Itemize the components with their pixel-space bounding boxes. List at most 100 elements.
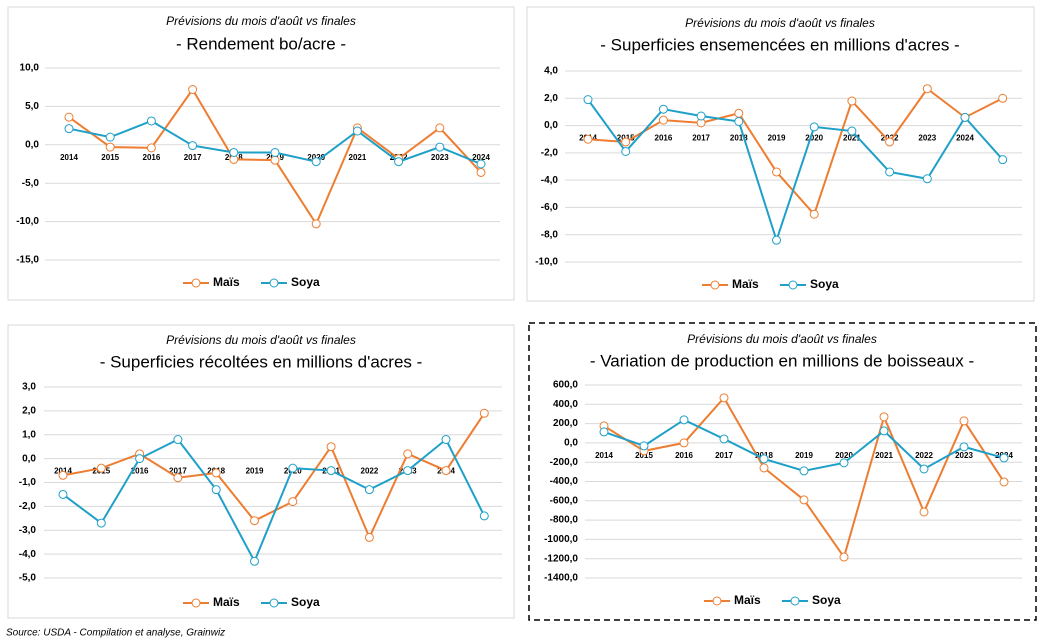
data-point (885, 137, 895, 147)
x-tick-label: 2014 (60, 153, 78, 162)
x-tick-label: 2021 (875, 451, 893, 460)
data-point (959, 442, 969, 452)
legend-marker (712, 596, 722, 606)
data-point (326, 442, 336, 452)
data-point (999, 453, 1009, 463)
data-point (719, 434, 729, 444)
chart-title: - Variation de production en millions de… (590, 351, 974, 370)
y-tick-label: -4,0 (19, 549, 37, 560)
x-tick-label: 2021 (843, 134, 861, 143)
data-point (105, 132, 115, 142)
data-point (188, 85, 198, 95)
data-point (772, 167, 781, 177)
x-tick-label: 2016 (143, 153, 161, 162)
data-point (734, 116, 744, 126)
legend-label: Maïs (732, 277, 759, 291)
chart-subtitle: Prévisions du mois d'août vs finales (166, 333, 356, 347)
y-tick-label: 0,0 (25, 139, 39, 150)
data-point (922, 84, 932, 94)
y-tick-label: 4,0 (544, 66, 558, 77)
y-tick-label: -2,0 (19, 501, 37, 512)
y-tick-label: -6,0 (541, 202, 559, 213)
data-point (364, 485, 374, 495)
data-point (658, 104, 668, 114)
y-tick-label: -1200,0 (544, 553, 578, 564)
data-point (326, 466, 336, 476)
data-point (583, 95, 593, 105)
data-point (211, 485, 221, 495)
x-tick-label: 2017 (184, 153, 202, 162)
data-point (919, 507, 929, 517)
data-point (847, 96, 857, 106)
legend-label: Soya (812, 593, 841, 607)
data-point (809, 122, 819, 132)
data-point (839, 458, 849, 468)
data-point (311, 219, 321, 229)
y-tick-label: 5,0 (25, 101, 39, 112)
data-point (879, 412, 889, 422)
panel-highlight (528, 322, 1037, 621)
y-tick-label: -200,0 (550, 457, 579, 468)
data-point (476, 167, 486, 177)
data-point (135, 454, 145, 464)
data-point (352, 126, 362, 136)
x-tick-label: 2019 (246, 467, 264, 476)
data-point (885, 167, 895, 177)
data-point (229, 147, 239, 157)
y-tick-label: -1400,0 (544, 573, 578, 584)
panel (7, 6, 515, 301)
x-tick-label: 2017 (169, 467, 187, 476)
data-point (960, 112, 970, 122)
y-tick-label: 200,0 (553, 418, 578, 429)
x-tick-label: 2014 (595, 451, 613, 460)
data-point (679, 415, 689, 425)
legend-marker (710, 280, 720, 290)
x-tick-label: 2016 (131, 467, 149, 476)
data-point (734, 108, 744, 118)
y-tick-label: -10,0 (16, 216, 39, 227)
y-tick-label: 400,0 (553, 399, 578, 410)
y-tick-label: -400,0 (550, 476, 579, 487)
series-line (587, 99, 1004, 244)
data-point (476, 159, 486, 169)
data-point (441, 435, 451, 445)
data-point (639, 441, 649, 451)
data-point (922, 174, 932, 184)
series-line (62, 437, 486, 564)
x-tick-label: 2020 (805, 134, 823, 143)
chart-title: - Rendement bo/acre - (176, 34, 346, 53)
data-point (441, 466, 451, 476)
series-line (62, 412, 486, 540)
data-point (288, 497, 298, 507)
y-tick-label: -800,0 (550, 515, 579, 526)
panel (7, 324, 515, 619)
data-point (58, 489, 68, 499)
data-point (479, 511, 489, 521)
data-point (998, 155, 1008, 165)
y-tick-label: -15,0 (16, 255, 39, 266)
data-point (364, 532, 374, 542)
data-point (959, 416, 969, 426)
data-point (288, 463, 298, 473)
x-tick-label: 2023 (918, 134, 936, 143)
data-point (719, 393, 729, 403)
y-tick-label: 1,0 (22, 429, 36, 440)
chart-subtitle: Prévisions du mois d'août vs finales (166, 14, 356, 28)
data-point (146, 143, 156, 153)
data-point (809, 209, 819, 219)
data-point (919, 464, 929, 474)
data-point (621, 146, 631, 156)
x-tick-label: 2022 (915, 451, 933, 460)
series-line (603, 396, 1005, 560)
data-point (479, 408, 489, 418)
legend-marker (788, 280, 798, 290)
data-point (146, 116, 156, 126)
data-point (211, 468, 221, 478)
x-tick-label: 2019 (795, 451, 813, 460)
series-line (587, 87, 1004, 217)
data-point (270, 155, 280, 165)
chart-title: - Superficies ensemencées en millions d'… (600, 35, 959, 54)
data-point (394, 157, 404, 167)
x-tick-label: 2017 (692, 134, 710, 143)
legend-marker (191, 598, 201, 608)
